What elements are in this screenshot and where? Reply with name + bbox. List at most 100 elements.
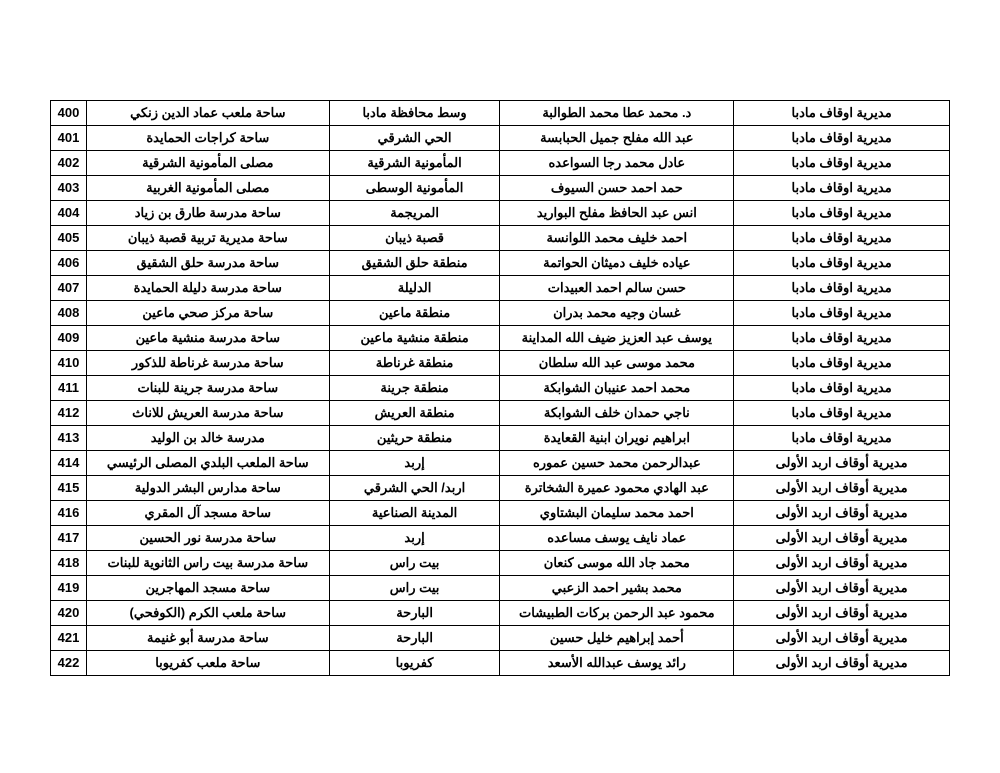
- place-name: ساحة مدرسة منشية ماعين: [86, 326, 329, 351]
- person-name: حسن سالم احمد العبيدات: [500, 276, 734, 301]
- table-row: 417ساحة مدرسة نور الحسينإربدعماد نايف يو…: [51, 526, 950, 551]
- row-id: 408: [51, 301, 87, 326]
- region-name: الحي الشرقي: [329, 126, 500, 151]
- row-id: 405: [51, 226, 87, 251]
- row-id: 422: [51, 651, 87, 676]
- table-row: 418ساحة مدرسة بيت راس الثانوية للبناتبيت…: [51, 551, 950, 576]
- place-name: مصلى المأمونية الشرقية: [86, 151, 329, 176]
- person-name: عبدالرحمن محمد حسين عموره: [500, 451, 734, 476]
- table-row: 413مدرسة خالد بن الوليدمنطقة حريثينابراه…: [51, 426, 950, 451]
- place-name: ساحة ملعب كفريوبا: [86, 651, 329, 676]
- row-id: 404: [51, 201, 87, 226]
- place-name: ساحة مدرسة نور الحسين: [86, 526, 329, 551]
- directorate-name: مديرية أوقاف اربد الأولى: [734, 651, 950, 676]
- region-name: المأمونية الشرقية: [329, 151, 500, 176]
- person-name: عياده خليف دميثان الحواتمة: [500, 251, 734, 276]
- region-name: منطقة حريثين: [329, 426, 500, 451]
- directorate-name: مديرية أوقاف اربد الأولى: [734, 526, 950, 551]
- row-id: 414: [51, 451, 87, 476]
- page: 400ساحة ملعب عماد الدين زنكيوسط محافظة م…: [0, 0, 1000, 773]
- directorate-name: مديرية اوقاف مادبا: [734, 426, 950, 451]
- region-name: المريجمة: [329, 201, 500, 226]
- row-id: 421: [51, 626, 87, 651]
- region-name: وسط محافظة مادبا: [329, 101, 500, 126]
- row-id: 420: [51, 601, 87, 626]
- place-name: ساحة مدرسة حلق الشقيق: [86, 251, 329, 276]
- person-name: حمد احمد حسن السيوف: [500, 176, 734, 201]
- person-name: غسان وجيه محمد بدران: [500, 301, 734, 326]
- place-name: ساحة مدرسة جرينة للبنات: [86, 376, 329, 401]
- directorate-name: مديرية اوقاف مادبا: [734, 376, 950, 401]
- person-name: يوسف عبد العزيز ضيف الله المداينة: [500, 326, 734, 351]
- place-name: ساحة مسجد آل المقري: [86, 501, 329, 526]
- row-id: 400: [51, 101, 87, 126]
- directorate-name: مديرية اوقاف مادبا: [734, 226, 950, 251]
- place-name: ساحة كراجات الحمايدة: [86, 126, 329, 151]
- region-name: منطقة حلق الشقيق: [329, 251, 500, 276]
- region-name: منطقة منشية ماعين: [329, 326, 500, 351]
- directorate-name: مديرية اوقاف مادبا: [734, 151, 950, 176]
- region-name: بيت راس: [329, 551, 500, 576]
- row-id: 402: [51, 151, 87, 176]
- directorate-name: مديرية اوقاف مادبا: [734, 251, 950, 276]
- person-name: عماد نايف يوسف مساعده: [500, 526, 734, 551]
- table-row: 422ساحة ملعب كفريوباكفريوبارائد يوسف عبد…: [51, 651, 950, 676]
- person-name: محمد موسى عبد الله سلطان: [500, 351, 734, 376]
- place-name: ساحة مدرسة أبو غنيمة: [86, 626, 329, 651]
- person-name: محمد بشير احمد الزعبي: [500, 576, 734, 601]
- region-name: بيت راس: [329, 576, 500, 601]
- directorate-name: مديرية أوقاف اربد الأولى: [734, 576, 950, 601]
- table-row: 420ساحة ملعب الكرم (الكوفحي)البارحةمحمود…: [51, 601, 950, 626]
- row-id: 407: [51, 276, 87, 301]
- region-name: البارحة: [329, 626, 500, 651]
- data-table: 400ساحة ملعب عماد الدين زنكيوسط محافظة م…: [50, 100, 950, 676]
- row-id: 410: [51, 351, 87, 376]
- region-name: منطقة جرينة: [329, 376, 500, 401]
- row-id: 413: [51, 426, 87, 451]
- region-name: البارحة: [329, 601, 500, 626]
- directorate-name: مديرية اوقاف مادبا: [734, 201, 950, 226]
- region-name: المأمونية الوسطى: [329, 176, 500, 201]
- table-row: 412ساحة مدرسة العريش للاناثمنطقة العريشن…: [51, 401, 950, 426]
- row-id: 417: [51, 526, 87, 551]
- place-name: ساحة مديرية تربية قصبة ذيبان: [86, 226, 329, 251]
- table-row: 410ساحة مدرسة غرناطة للذكورمنطقة غرناطةم…: [51, 351, 950, 376]
- person-name: احمد محمد سليمان البشتاوي: [500, 501, 734, 526]
- person-name: محمود عبد الرحمن بركات الطبيشات: [500, 601, 734, 626]
- directorate-name: مديرية اوقاف مادبا: [734, 401, 950, 426]
- person-name: انس عبد الحافظ مفلح البواريد: [500, 201, 734, 226]
- person-name: عبد الله مفلح جميل الحبابسة: [500, 126, 734, 151]
- person-name: أحمد إبراهيم خليل حسين: [500, 626, 734, 651]
- region-name: منطقة ماعين: [329, 301, 500, 326]
- table-row: 405ساحة مديرية تربية قصبة ذيبانقصبة ذيبا…: [51, 226, 950, 251]
- directorate-name: مديرية أوقاف اربد الأولى: [734, 451, 950, 476]
- place-name: ساحة مدرسة طارق بن زياد: [86, 201, 329, 226]
- table-row: 407ساحة مدرسة دليلة الحمايدةالدليلةحسن س…: [51, 276, 950, 301]
- table-row: 408ساحة مركز صحي ماعينمنطقة ماعينغسان وج…: [51, 301, 950, 326]
- table-row: 401ساحة كراجات الحمايدةالحي الشرقيعبد ال…: [51, 126, 950, 151]
- table-row: 409ساحة مدرسة منشية ماعينمنطقة منشية ماع…: [51, 326, 950, 351]
- table-row: 421ساحة مدرسة أبو غنيمةالبارحةأحمد إبراه…: [51, 626, 950, 651]
- table-row: 404ساحة مدرسة طارق بن زيادالمريجمةانس عب…: [51, 201, 950, 226]
- place-name: ساحة ملعب عماد الدين زنكي: [86, 101, 329, 126]
- person-name: احمد خليف محمد اللوانسة: [500, 226, 734, 251]
- person-name: رائد يوسف عبدالله الأسعد: [500, 651, 734, 676]
- row-id: 411: [51, 376, 87, 401]
- table-row: 414ساحة الملعب البلدي المصلى الرئيسيإربد…: [51, 451, 950, 476]
- place-name: ساحة ملعب الكرم (الكوفحي): [86, 601, 329, 626]
- person-name: محمد جاد الله موسى كنعان: [500, 551, 734, 576]
- row-id: 401: [51, 126, 87, 151]
- directorate-name: مديرية اوقاف مادبا: [734, 126, 950, 151]
- row-id: 412: [51, 401, 87, 426]
- region-name: منطقة غرناطة: [329, 351, 500, 376]
- region-name: منطقة العريش: [329, 401, 500, 426]
- place-name: مصلى المأمونية الغربية: [86, 176, 329, 201]
- directorate-name: مديرية أوقاف اربد الأولى: [734, 551, 950, 576]
- row-id: 415: [51, 476, 87, 501]
- directorate-name: مديرية اوقاف مادبا: [734, 351, 950, 376]
- table-row: 416ساحة مسجد آل المقريالمدينة الصناعيةاح…: [51, 501, 950, 526]
- table-row: 402مصلى المأمونية الشرقيةالمأمونية الشرق…: [51, 151, 950, 176]
- region-name: إربد: [329, 526, 500, 551]
- region-name: كفريوبا: [329, 651, 500, 676]
- place-name: مدرسة خالد بن الوليد: [86, 426, 329, 451]
